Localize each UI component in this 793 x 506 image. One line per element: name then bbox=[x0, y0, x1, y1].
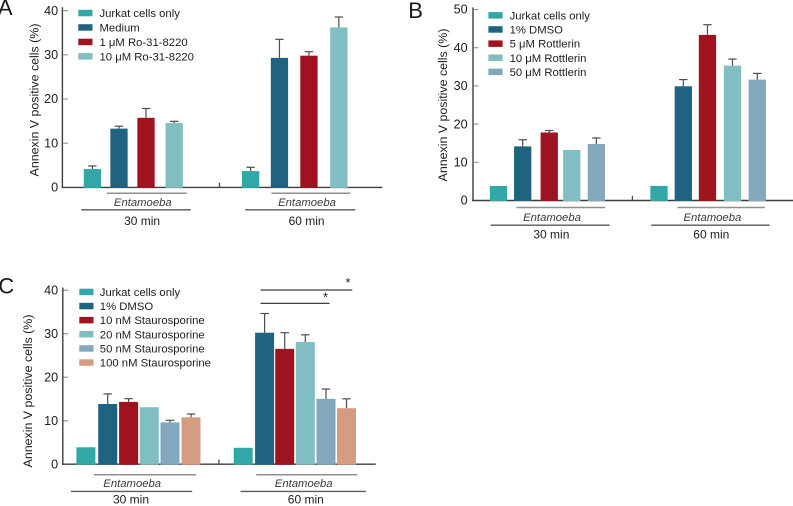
svg-text:60 min: 60 min bbox=[288, 492, 324, 506]
svg-text:1% DMSO: 1% DMSO bbox=[100, 301, 154, 313]
svg-text:10: 10 bbox=[44, 414, 58, 428]
svg-text:Annexin V positive cells (%): Annexin V positive cells (%) bbox=[28, 24, 42, 177]
svg-text:Entamoeba: Entamoeba bbox=[114, 197, 172, 209]
svg-text:B: B bbox=[408, 0, 423, 23]
svg-text:Jurkat cells only: Jurkat cells only bbox=[100, 287, 181, 299]
svg-text:50 μM Rottlerin: 50 μM Rottlerin bbox=[510, 67, 587, 79]
svg-text:30 min: 30 min bbox=[113, 492, 149, 506]
svg-text:100 nM Staurosporine: 100 nM Staurosporine bbox=[100, 358, 211, 370]
svg-text:20: 20 bbox=[44, 370, 58, 384]
svg-text:5 μM Rottlerin: 5 μM Rottlerin bbox=[510, 39, 581, 51]
svg-text:60 min: 60 min bbox=[289, 214, 325, 228]
svg-text:Entamoeba: Entamoeba bbox=[523, 212, 581, 224]
svg-text:Medium: Medium bbox=[100, 23, 140, 35]
svg-text:C: C bbox=[0, 274, 14, 299]
svg-text:10 μM Rottlerin: 10 μM Rottlerin bbox=[510, 53, 587, 65]
svg-text:10 μM Ro-31-8220: 10 μM Ro-31-8220 bbox=[100, 51, 194, 63]
svg-text:50 nM Staurosporine: 50 nM Staurosporine bbox=[100, 344, 205, 356]
svg-text:40: 40 bbox=[454, 41, 468, 55]
svg-text:1 μM Ro-31-8220: 1 μM Ro-31-8220 bbox=[100, 37, 188, 49]
svg-text:Entamoeba: Entamoeba bbox=[103, 478, 161, 490]
svg-text:20: 20 bbox=[44, 92, 58, 106]
svg-text:30: 30 bbox=[454, 79, 468, 93]
svg-text:30 min: 30 min bbox=[533, 228, 569, 242]
svg-text:0: 0 bbox=[461, 194, 468, 208]
svg-text:Entamoeba: Entamoeba bbox=[275, 478, 333, 490]
svg-text:0: 0 bbox=[51, 457, 58, 471]
svg-text:*: * bbox=[345, 275, 350, 290]
svg-text:A: A bbox=[0, 0, 13, 20]
svg-text:20 nM Staurosporine: 20 nM Staurosporine bbox=[100, 329, 205, 341]
svg-text:10 nM Staurosporine: 10 nM Staurosporine bbox=[100, 315, 205, 327]
svg-text:*: * bbox=[323, 289, 328, 304]
svg-text:20: 20 bbox=[454, 117, 468, 131]
svg-text:60 min: 60 min bbox=[693, 228, 729, 242]
svg-text:40: 40 bbox=[44, 4, 58, 18]
svg-text:Annexin V positive cells (%): Annexin V positive cells (%) bbox=[436, 29, 450, 182]
svg-text:Entamoeba: Entamoeba bbox=[684, 212, 742, 224]
svg-text:0: 0 bbox=[51, 181, 58, 195]
svg-text:Entamoeba: Entamoeba bbox=[278, 197, 336, 209]
svg-text:Jurkat cells only: Jurkat cells only bbox=[100, 8, 181, 20]
svg-text:Annexin V positive cells (%): Annexin V positive cells (%) bbox=[21, 315, 35, 468]
svg-text:30: 30 bbox=[44, 327, 58, 341]
svg-text:10: 10 bbox=[454, 156, 468, 170]
svg-text:30 min: 30 min bbox=[124, 214, 160, 228]
svg-text:1% DMSO: 1% DMSO bbox=[510, 25, 564, 37]
svg-text:50: 50 bbox=[454, 3, 468, 17]
svg-text:Jurkat cells only: Jurkat cells only bbox=[510, 10, 591, 22]
svg-text:10: 10 bbox=[44, 136, 58, 150]
svg-text:30: 30 bbox=[44, 48, 58, 62]
svg-text:40: 40 bbox=[44, 283, 58, 297]
